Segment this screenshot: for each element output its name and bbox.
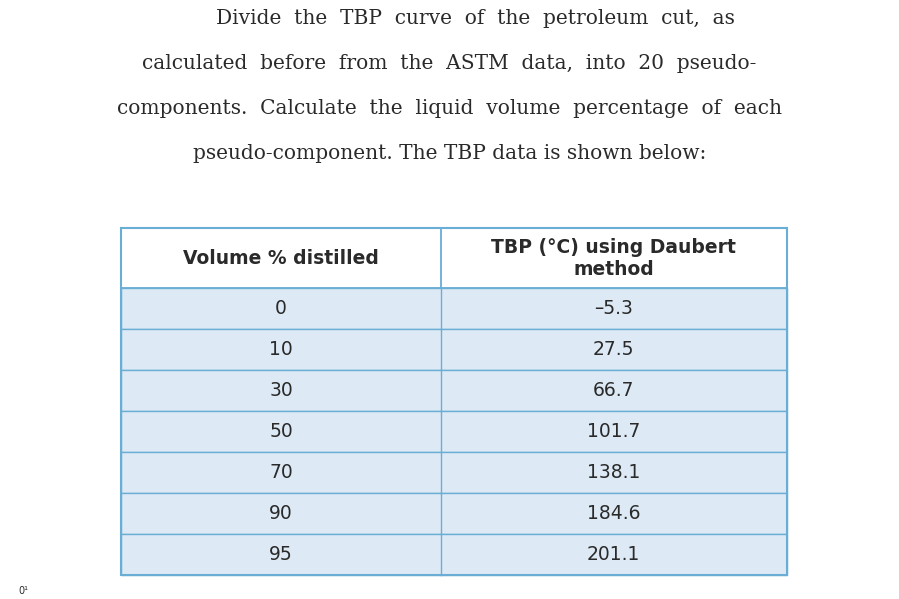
FancyBboxPatch shape [121,370,787,412]
FancyBboxPatch shape [121,228,787,289]
FancyBboxPatch shape [121,534,787,575]
Text: components.  Calculate  the  liquid  volume  percentage  of  each: components. Calculate the liquid volume … [117,99,782,118]
Text: 95: 95 [269,545,293,564]
Text: 50: 50 [269,422,293,441]
Text: 10: 10 [269,340,293,359]
Text: –5.3: –5.3 [594,300,633,319]
Text: 27.5: 27.5 [593,340,635,359]
Text: 30: 30 [269,382,293,400]
Text: 138.1: 138.1 [587,463,640,482]
FancyBboxPatch shape [121,452,787,493]
Text: Volume % distilled: Volume % distilled [183,249,379,268]
FancyBboxPatch shape [121,329,787,370]
FancyBboxPatch shape [121,289,787,329]
Text: 201.1: 201.1 [587,545,640,564]
Text: 70: 70 [269,463,293,482]
Text: calculated  before  from  the  ASTM  data,  into  20  pseudo-: calculated before from the ASTM data, in… [142,54,757,73]
Text: 0: 0 [275,300,287,319]
Text: Divide  the  TBP  curve  of  the  petroleum  cut,  as: Divide the TBP curve of the petroleum cu… [165,9,734,28]
Text: pseudo-component. The TBP data is shown below:: pseudo-component. The TBP data is shown … [192,144,707,163]
Text: 184.6: 184.6 [587,504,640,523]
Text: 0¹: 0¹ [18,586,28,596]
Text: TBP (°C) using Daubert
method: TBP (°C) using Daubert method [491,238,736,279]
FancyBboxPatch shape [121,493,787,534]
Text: 101.7: 101.7 [587,422,640,441]
Text: 90: 90 [269,504,293,523]
Text: 66.7: 66.7 [593,382,635,400]
FancyBboxPatch shape [121,412,787,452]
